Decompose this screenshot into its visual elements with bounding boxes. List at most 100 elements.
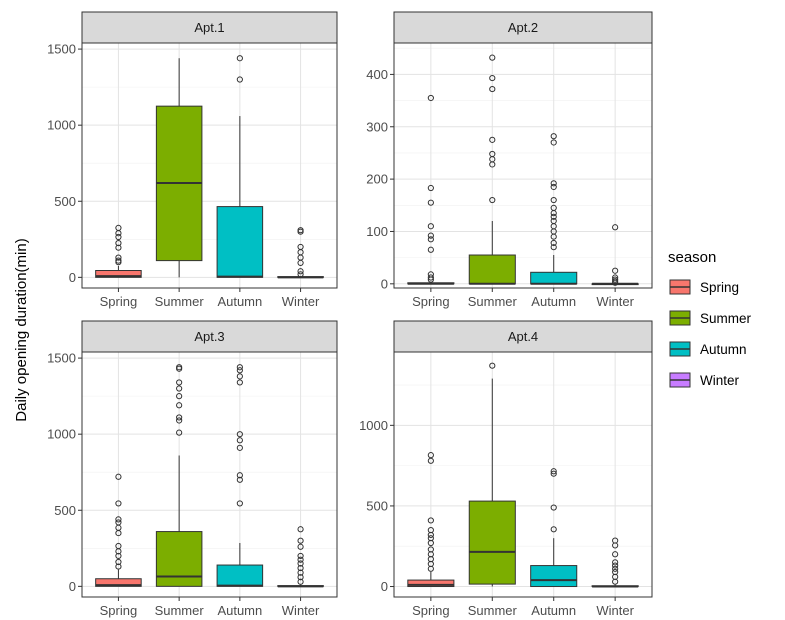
outlier-point bbox=[236, 476, 243, 483]
panel-background bbox=[394, 43, 652, 288]
panel-apt-1: Apt.1 0 500 1000 1500 Spring Summer Autumn Winte… bbox=[47, 11, 338, 309]
outlier-point bbox=[115, 519, 122, 526]
outlier-point bbox=[550, 468, 557, 475]
outlier-point bbox=[297, 552, 304, 560]
outlier-point bbox=[176, 429, 183, 436]
box-apt-4-autumn bbox=[530, 468, 578, 588]
outlier-point bbox=[612, 537, 619, 544]
box-iqr bbox=[216, 206, 264, 278]
box-apt-2-summer bbox=[468, 54, 516, 285]
strip-apt-2 bbox=[393, 11, 653, 44]
legend-label: Autumn bbox=[700, 342, 747, 357]
outlier-point bbox=[427, 199, 434, 206]
box-apt-4-summer bbox=[468, 362, 516, 587]
y-tick-label: 0 bbox=[381, 579, 388, 594]
outlier-point bbox=[612, 274, 619, 281]
outlier-point bbox=[115, 473, 122, 480]
legend: season Spring Summer Autumn Winter bbox=[668, 249, 752, 391]
panel-background bbox=[82, 43, 337, 288]
outlier-point bbox=[176, 414, 183, 421]
y-tick-label: 400 bbox=[366, 67, 388, 82]
box-apt-4-winter bbox=[591, 537, 639, 588]
x-tick-label: Winter bbox=[282, 294, 320, 309]
y-tick-label: 1500 bbox=[47, 42, 76, 57]
strip-title-apt-1: Apt.1 bbox=[194, 20, 224, 35]
outlier-point bbox=[236, 373, 243, 380]
strip-title-apt-4: Apt.4 bbox=[508, 329, 538, 344]
outlier-point bbox=[297, 268, 304, 275]
y-tick-label: 1500 bbox=[47, 351, 76, 366]
outlier-point bbox=[297, 543, 304, 550]
outlier-point bbox=[427, 94, 434, 102]
outlier-point bbox=[489, 136, 496, 143]
outlier-point bbox=[176, 393, 183, 400]
panel-border bbox=[81, 351, 338, 598]
outlier-point bbox=[115, 257, 122, 264]
outlier-point bbox=[176, 402, 183, 409]
box-apt-1-summer bbox=[155, 58, 203, 278]
outlier-point bbox=[489, 85, 496, 93]
panel-apt-4: Apt.4 0 500 1000 Spring Summer Autumn Winter bbox=[359, 320, 653, 618]
box-apt-1-spring bbox=[95, 224, 142, 278]
outlier-point bbox=[427, 184, 434, 192]
y-axis-title: Daily opening duration(min) bbox=[13, 238, 30, 421]
outlier-point bbox=[612, 565, 619, 572]
outlier-point bbox=[612, 568, 619, 576]
outlier-point bbox=[115, 254, 122, 261]
legend-entry-spring: Spring bbox=[668, 276, 739, 298]
outlier-point bbox=[427, 246, 434, 253]
outlier-point bbox=[115, 552, 122, 560]
outlier-point bbox=[612, 559, 619, 566]
outlier-point bbox=[236, 379, 243, 386]
box-apt-4-spring bbox=[407, 452, 455, 588]
box-apt-2-autumn bbox=[530, 133, 578, 285]
legend-title: season bbox=[668, 249, 716, 266]
box-apt-3-spring bbox=[95, 473, 142, 587]
outlier-point bbox=[427, 271, 434, 278]
outlier-point bbox=[427, 232, 434, 239]
outlier-point bbox=[236, 472, 243, 479]
x-tick-label: Autumn bbox=[217, 603, 262, 618]
outlier-point bbox=[427, 527, 434, 534]
outlier-point bbox=[550, 133, 557, 140]
outlier-point bbox=[489, 74, 496, 82]
panel-border bbox=[393, 351, 653, 598]
outlier-point bbox=[489, 54, 496, 61]
outlier-point bbox=[115, 224, 122, 231]
outlier-point bbox=[176, 379, 183, 386]
outlier-point bbox=[612, 224, 619, 231]
y-tick-label: 0 bbox=[69, 579, 76, 594]
outlier-point bbox=[236, 364, 243, 371]
outlier-point bbox=[297, 537, 304, 544]
outlier-point bbox=[550, 180, 557, 187]
outlier-point bbox=[550, 504, 557, 511]
outlier-point bbox=[489, 362, 496, 369]
outlier-point bbox=[236, 444, 243, 451]
box-apt-1-winter bbox=[277, 227, 324, 279]
panel-border bbox=[393, 42, 653, 289]
outlier-point bbox=[489, 196, 496, 204]
outlier-point bbox=[236, 500, 243, 507]
outlier-point bbox=[427, 517, 434, 524]
outlier-point bbox=[612, 562, 619, 569]
panel-apt-3: Apt.3 0 500 1000 1500 Spring Summer Autumn Winte… bbox=[47, 320, 338, 618]
outlier-point bbox=[297, 243, 304, 251]
box-apt-2-winter bbox=[591, 224, 639, 286]
x-tick-label: Winter bbox=[596, 294, 634, 309]
legend-label: Spring bbox=[700, 280, 739, 295]
x-tick-label: Autumn bbox=[531, 294, 576, 309]
outlier-point bbox=[427, 535, 434, 542]
outlier-point bbox=[427, 452, 434, 459]
outlier-point bbox=[297, 271, 304, 278]
x-tick-label: Spring bbox=[412, 294, 450, 309]
x-tick-label: Autumn bbox=[531, 603, 576, 618]
box-apt-3-winter bbox=[277, 526, 324, 588]
x-tick-label: Summer bbox=[155, 294, 205, 309]
box-iqr bbox=[407, 579, 455, 588]
outlier-point bbox=[550, 183, 557, 191]
outlier-point bbox=[612, 267, 619, 274]
outlier-point bbox=[236, 76, 243, 83]
outlier-point bbox=[236, 431, 243, 438]
